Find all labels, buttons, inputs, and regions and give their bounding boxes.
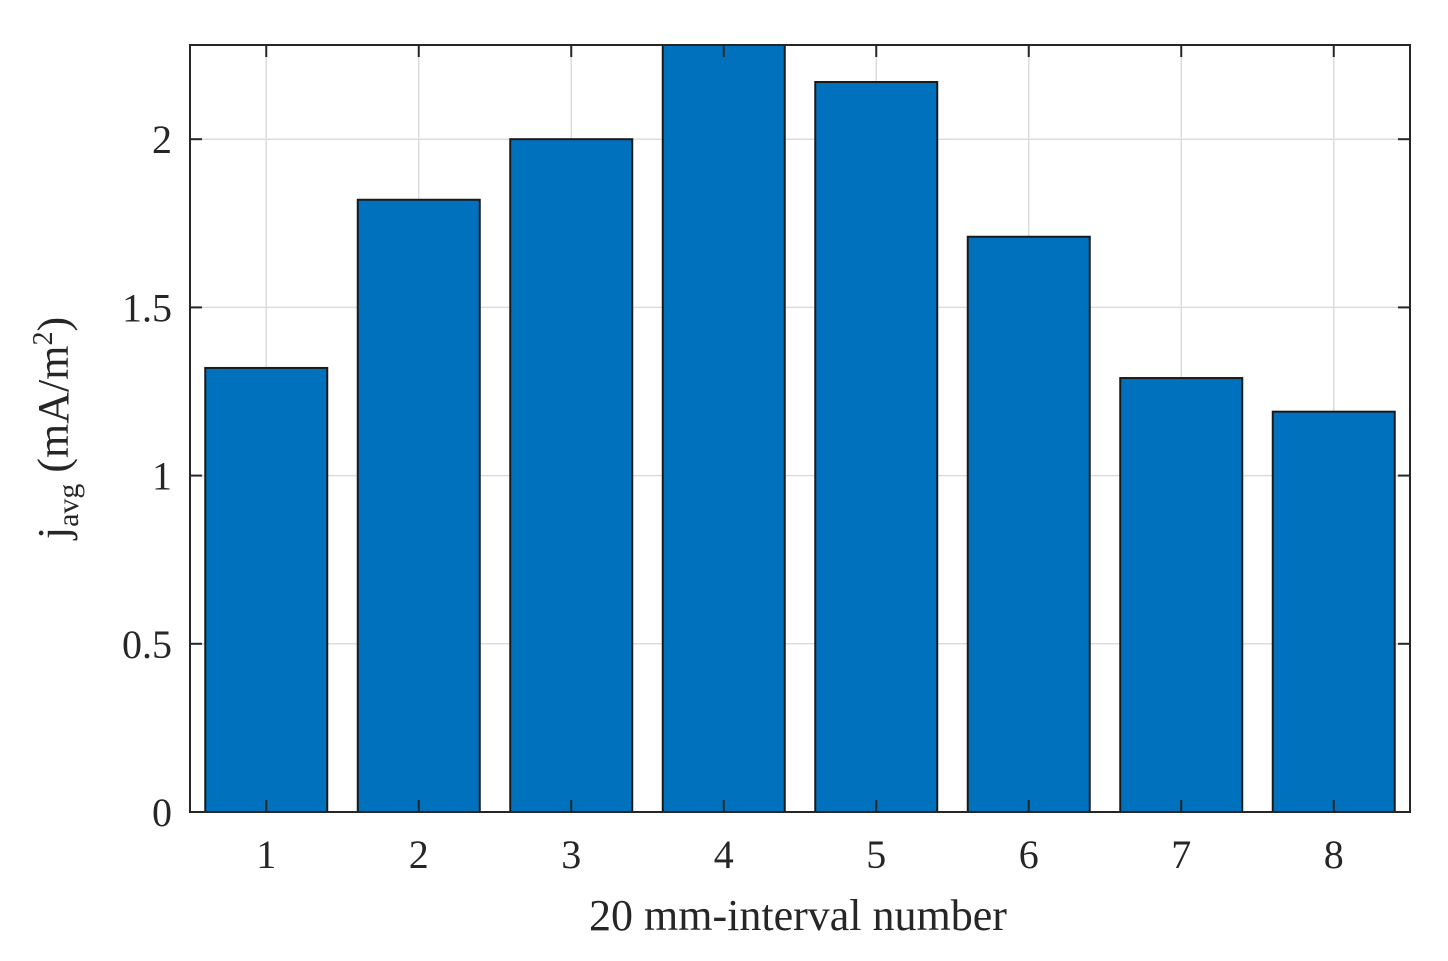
y-axis-label: javg (mA/m2) <box>28 317 85 541</box>
axes <box>189 44 1411 813</box>
x-tick-label: 4 <box>714 832 734 877</box>
axes-box <box>189 44 1411 813</box>
y-axis-label-unit-close: ) <box>29 317 78 332</box>
tick-labels: 1 2 3 4 5 6 7 8 0 0.5 1 1.5 2 <box>122 117 1344 877</box>
bar-1 <box>204 366 329 813</box>
y-tick-label: 1 <box>152 454 172 499</box>
bar-4 <box>661 44 786 813</box>
bar-2 <box>356 198 481 814</box>
x-tick-label: 6 <box>1019 832 1039 877</box>
bars <box>204 44 1396 814</box>
bar-5 <box>814 81 939 813</box>
bar-7 <box>1119 377 1244 813</box>
y-axis-label-main: j <box>29 527 78 541</box>
x-axis-label: 20 mm-interval number <box>589 891 1007 940</box>
bar-8 <box>1271 410 1396 813</box>
x-tick-label: 2 <box>409 832 429 877</box>
y-axis-label-unit-sup: 2 <box>28 331 59 345</box>
bar-3 <box>509 138 634 813</box>
y-axis-label-unit-open: (mA/m <box>29 345 78 483</box>
x-tick-label: 3 <box>561 832 581 877</box>
x-tick-label: 1 <box>256 832 276 877</box>
y-tick-label: 2 <box>152 117 172 162</box>
y-tick-label: 0.5 <box>122 622 172 667</box>
y-tick-label: 0 <box>152 790 172 835</box>
x-tick-label: 5 <box>866 832 886 877</box>
y-axis-label-subscript: avg <box>52 484 85 527</box>
x-tick-label: 8 <box>1324 832 1344 877</box>
y-tick-label: 1.5 <box>122 285 172 330</box>
x-tick-label: 7 <box>1171 832 1191 877</box>
bar-6 <box>966 235 1091 813</box>
